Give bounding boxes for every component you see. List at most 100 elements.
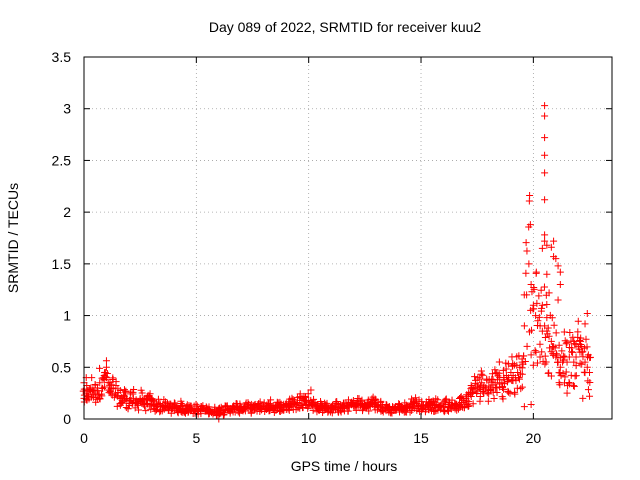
data-point bbox=[570, 337, 578, 345]
chart-title: Day 089 of 2022, SRMTID for receiver kuu… bbox=[209, 19, 482, 35]
y-tick-label: 1 bbox=[63, 308, 71, 324]
data-point bbox=[106, 379, 114, 387]
data-point bbox=[572, 362, 580, 370]
data-point bbox=[543, 301, 551, 309]
data-point bbox=[266, 406, 274, 414]
data-point bbox=[541, 352, 549, 360]
data-point bbox=[538, 304, 546, 312]
data-point bbox=[576, 359, 584, 367]
data-point bbox=[102, 363, 110, 371]
data-point bbox=[538, 301, 546, 309]
data-point bbox=[479, 371, 487, 379]
data-point bbox=[541, 322, 549, 330]
data-point bbox=[536, 353, 544, 361]
data-point bbox=[560, 356, 568, 364]
data-point bbox=[563, 338, 571, 346]
data-point bbox=[532, 312, 540, 320]
data-point bbox=[515, 374, 523, 382]
data-point bbox=[541, 196, 549, 204]
data-point bbox=[541, 334, 549, 342]
data-point bbox=[122, 387, 130, 395]
data-point bbox=[477, 370, 485, 378]
data-point bbox=[498, 384, 506, 392]
data-point bbox=[464, 402, 472, 410]
data-point bbox=[563, 389, 571, 397]
data-point bbox=[333, 397, 341, 405]
data-point bbox=[192, 400, 200, 408]
data-point bbox=[574, 317, 582, 325]
y-tick-label: 2.5 bbox=[52, 152, 72, 168]
data-point bbox=[559, 369, 567, 377]
data-point bbox=[531, 347, 539, 355]
data-point bbox=[543, 314, 551, 322]
data-point bbox=[582, 335, 590, 343]
data-point bbox=[543, 270, 551, 278]
data-point bbox=[304, 390, 312, 398]
data-point bbox=[112, 378, 120, 386]
data-point bbox=[554, 296, 562, 304]
data-point bbox=[586, 368, 594, 376]
data-point bbox=[102, 357, 110, 365]
data-point bbox=[372, 396, 380, 404]
data-point bbox=[406, 408, 414, 416]
data-point bbox=[106, 388, 114, 396]
data-point bbox=[552, 353, 560, 361]
data-point bbox=[138, 389, 146, 397]
data-point bbox=[142, 407, 150, 415]
data-point bbox=[541, 112, 549, 120]
data-point bbox=[267, 396, 275, 404]
data-point bbox=[523, 247, 531, 255]
data-point bbox=[288, 394, 296, 402]
data-point bbox=[570, 358, 578, 366]
data-point bbox=[101, 368, 109, 376]
y-tick-label: 0.5 bbox=[52, 359, 72, 375]
data-point bbox=[566, 380, 574, 388]
data-point bbox=[552, 255, 560, 263]
data-point bbox=[135, 406, 143, 414]
data-point bbox=[199, 402, 207, 410]
data-point bbox=[514, 368, 522, 376]
data-point bbox=[511, 390, 519, 398]
data-point bbox=[545, 289, 553, 297]
data-point bbox=[542, 358, 550, 366]
x-tick-label: 10 bbox=[301, 430, 317, 446]
x-tick-label: 20 bbox=[526, 430, 542, 446]
grid-lines bbox=[84, 57, 612, 419]
data-point bbox=[309, 406, 317, 414]
data-point bbox=[118, 399, 126, 407]
data-point bbox=[476, 397, 484, 405]
data-point bbox=[495, 369, 503, 377]
data-point bbox=[296, 390, 304, 398]
x-tick-label: 15 bbox=[413, 430, 429, 446]
data-point bbox=[541, 151, 549, 159]
data-point bbox=[533, 359, 541, 367]
data-point bbox=[96, 395, 104, 403]
x-tick-label: 0 bbox=[80, 430, 88, 446]
data-point bbox=[577, 341, 585, 349]
data-point bbox=[365, 407, 373, 415]
data-point bbox=[556, 281, 564, 289]
y-tick-label: 3.5 bbox=[52, 49, 72, 65]
data-point bbox=[101, 383, 109, 391]
data-point bbox=[527, 351, 535, 359]
data-point bbox=[535, 313, 543, 321]
data-point bbox=[520, 352, 528, 360]
data-point bbox=[554, 262, 562, 270]
data-point bbox=[530, 284, 538, 292]
data-point bbox=[584, 386, 592, 394]
data-point bbox=[452, 400, 460, 408]
data-point bbox=[434, 396, 442, 404]
data-point bbox=[120, 386, 128, 394]
data-point bbox=[353, 399, 361, 407]
data-point bbox=[522, 269, 530, 277]
data-point bbox=[553, 351, 561, 359]
data-point bbox=[465, 402, 473, 410]
data-point bbox=[467, 392, 475, 400]
data-point bbox=[586, 379, 594, 386]
data-point bbox=[471, 373, 479, 381]
data-point bbox=[520, 403, 528, 411]
data-point bbox=[566, 328, 574, 336]
data-point bbox=[116, 387, 124, 395]
data-point bbox=[96, 364, 104, 372]
